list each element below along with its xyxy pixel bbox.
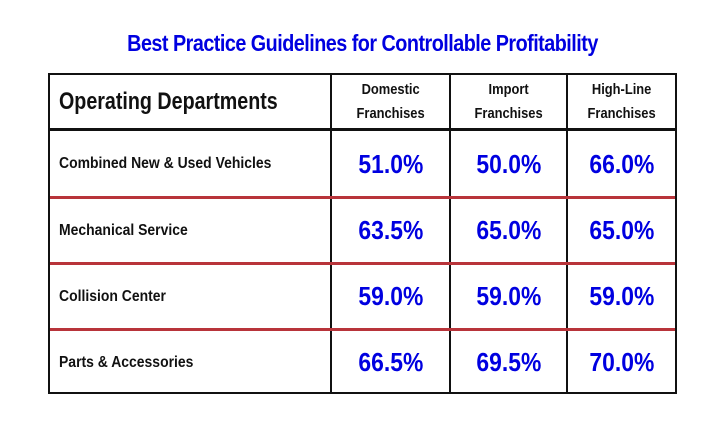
header-departments-label: Operating Departments [59,87,278,115]
header-import-line1: Import [488,80,529,98]
department-label: Parts & Accessories [59,353,194,371]
table-row: Mechanical Service 63.5% 65.0% 65.0% [50,196,675,262]
page-title: Best Practice Guidelines for Controllabl… [127,30,598,56]
import-value: 69.5% [476,347,541,377]
table-row: Combined New & Used Vehicles 51.0% 50.0%… [50,131,675,197]
domestic-value: 51.0% [358,148,423,179]
import-value: 50.0% [476,148,541,179]
header-import-line2: Franchises [474,104,543,122]
table-row: Parts & Accessories 66.5% 69.5% 70.0% [50,328,675,394]
header-cell-highline: High-Line Franchises [568,75,675,128]
department-label: Collision Center [59,287,166,305]
table-row: Collision Center 59.0% 59.0% 59.0% [50,262,675,328]
guidelines-table: Operating Departments Domestic Franchise… [48,73,677,394]
header-cell-departments: Operating Departments [50,75,332,128]
import-value: 59.0% [476,281,541,311]
domestic-value: 66.5% [358,347,423,377]
header-cell-import: Import Franchises [451,75,568,128]
header-highline-line2: Franchises [587,104,656,122]
highline-value: 70.0% [589,347,654,377]
domestic-value: 63.5% [358,215,423,245]
highline-value: 66.0% [589,148,654,179]
department-label: Mechanical Service [59,221,188,239]
header-highline-line1: High-Line [591,80,652,98]
header-cell-domestic: Domestic Franchises [332,75,451,128]
highline-value: 65.0% [589,215,654,245]
department-label: Combined New & Used Vehicles [59,155,272,172]
domestic-value: 59.0% [358,281,423,311]
header-domestic-line2: Franchises [356,104,425,122]
import-value: 65.0% [476,215,541,245]
header-domestic-line1: Domestic [361,80,420,98]
table-header-row: Operating Departments Domestic Franchise… [50,75,675,131]
highline-value: 59.0% [589,281,654,311]
